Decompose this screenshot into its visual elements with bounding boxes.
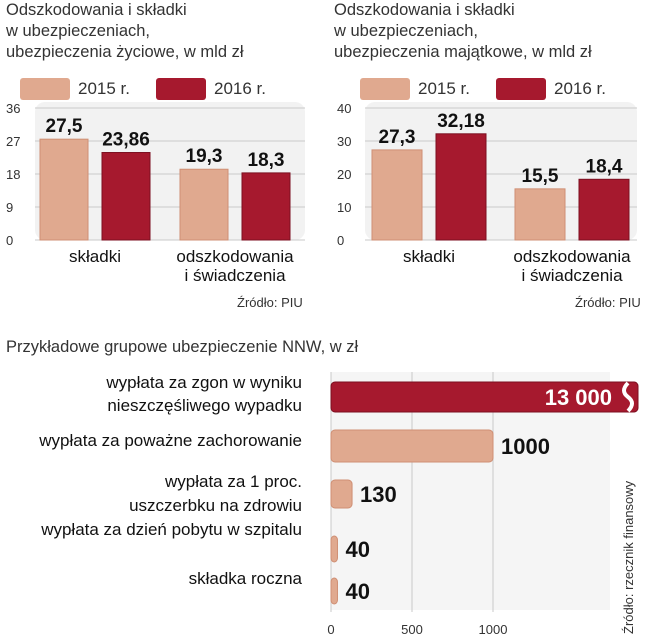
- chart3-bar-3: [330, 535, 338, 563]
- legend2-swatch-2015: [360, 78, 410, 100]
- chart3-category-label-2-0: wypłata za 1 proc.: [164, 472, 302, 491]
- legend-label-2015: 2015 r.: [78, 79, 130, 98]
- chart1-bar-1-0: [179, 168, 229, 241]
- chart2-legend: 2015 r. 2016 r.: [360, 78, 624, 100]
- chart3-bar-2: [330, 479, 353, 509]
- chart1-bar-1-1: [241, 172, 291, 241]
- chart1-legend: 2015 r. 2016 r.: [20, 78, 284, 100]
- chart2-value-label-0-0: 27,3: [379, 127, 416, 148]
- legend-swatch-2016: [156, 78, 206, 100]
- chart3-category-label-2-1: uszczerbku na zdrowiu: [129, 496, 302, 515]
- chart2-ytick-0: 0: [337, 233, 344, 248]
- chart3-category-label-1-0: wypłata za poważne zachorowanie: [38, 431, 302, 450]
- legend2-label-2015: 2015 r.: [418, 79, 470, 98]
- chart3-xtick-2: 1000: [479, 622, 508, 637]
- chart2-value-label-0-1: 32,18: [437, 111, 485, 132]
- chart3-value-label-2: 130: [360, 482, 397, 507]
- chart1-ytick-2: 18: [6, 167, 20, 182]
- chart2-bar-0-0: [371, 149, 423, 241]
- legend-swatch-2015: [20, 78, 70, 100]
- chart1-category-label-0-0: składki: [69, 247, 121, 266]
- chart3-title: Przykładowe grupowe ubezpieczenie NNW, w…: [6, 338, 359, 356]
- chart2-category-label-1-1: i świadczenia: [521, 266, 623, 285]
- legend2-label-2016: 2016 r.: [554, 79, 606, 98]
- chart3-category-label-4-0: składka roczna: [189, 569, 303, 588]
- chart3-value-label-3: 40: [345, 537, 369, 562]
- chart2-ytick-2: 20: [337, 167, 351, 182]
- legend-label-2016: 2016 r.: [214, 79, 266, 98]
- chart1-bar-0-1: [101, 152, 151, 241]
- chart2-bar-1-1: [578, 178, 630, 241]
- chart3-value-label-4: 40: [345, 579, 369, 604]
- chart3-category-label-0-0: wypłata za zgon w wyniku: [105, 373, 302, 392]
- chart2-source: Źródło: PIU: [575, 295, 641, 310]
- chart2-category-label-1-0: odszkodowania: [513, 247, 631, 266]
- chart1-ytick-1: 9: [6, 200, 13, 215]
- chart1-ytick-3: 27: [6, 134, 20, 149]
- chart1-title: Odszkodowania i składki w ubezpieczeniac…: [6, 1, 244, 61]
- chart3-xtick-0: 0: [327, 622, 334, 637]
- chart1-source: Źródło: PIU: [237, 295, 303, 310]
- chart3-category-label-0-1: nieszczęśliwego wypadku: [107, 396, 302, 415]
- chart2-bar-0-1: [435, 133, 487, 241]
- chart2-category-label-0-0: składki: [403, 247, 455, 266]
- chart2-value-label-1-0: 15,5: [522, 166, 559, 187]
- chart3-bar-4: [330, 577, 338, 605]
- chart1-value-label-0-1: 23,86: [102, 130, 150, 151]
- chart2-panel: [365, 102, 637, 240]
- chart1-value-label-1-0: 19,3: [186, 146, 223, 167]
- chart2-ytick-4: 40: [337, 101, 351, 116]
- chart2-value-label-1-1: 18,4: [586, 156, 623, 177]
- chart2-ytick-3: 30: [337, 134, 351, 149]
- chart1-category-label-1-0: odszkodowania: [176, 247, 294, 266]
- chart2-title: Odszkodowania i składki w ubezpieczeniac…: [334, 1, 592, 61]
- chart1-category-label-1-1: i świadczenia: [184, 266, 286, 285]
- chart3-axis-break-0: [622, 381, 634, 413]
- chart2-ytick-1: 10: [337, 200, 351, 215]
- chart3-value-label-1: 1000: [501, 434, 550, 459]
- chart3-category-label-3-0: wypłata za dzień pobytu w szpitalu: [40, 520, 302, 539]
- chart2-bar-1-0: [514, 188, 566, 241]
- chart3-value-label-0: 13 000: [545, 385, 612, 410]
- chart1-value-label-1-1: 18,3: [248, 150, 285, 171]
- chart1-value-label-0-0: 27,5: [46, 116, 83, 137]
- chart3-xtick-1: 500: [401, 622, 423, 637]
- legend2-swatch-2016: [496, 78, 546, 100]
- chart1-bar-0-0: [39, 138, 89, 241]
- chart1-ytick-0: 0: [6, 233, 13, 248]
- chart3-bar-1: [330, 429, 494, 463]
- chart1-ytick-4: 36: [6, 101, 20, 116]
- chart3-bar-0: [330, 381, 639, 413]
- chart3-source: Źródło: rzecznik finansowy: [621, 480, 636, 634]
